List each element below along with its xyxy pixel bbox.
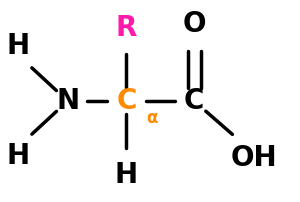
- Text: N: N: [56, 87, 79, 115]
- Text: H: H: [6, 142, 29, 170]
- Text: C: C: [184, 87, 204, 115]
- Text: H: H: [115, 161, 138, 189]
- Text: O: O: [182, 10, 206, 38]
- Text: C: C: [116, 87, 137, 115]
- Text: OH: OH: [231, 144, 278, 173]
- Text: α: α: [146, 109, 157, 127]
- Text: R: R: [116, 14, 137, 42]
- Text: H: H: [6, 32, 29, 60]
